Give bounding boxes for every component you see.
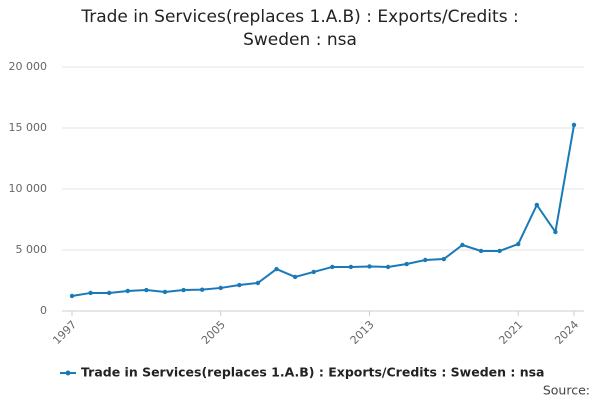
point — [274, 266, 279, 272]
point — [144, 287, 149, 293]
point — [162, 289, 168, 295]
chart-title: Trade in Services(replaces 1.A.B) : Expo… — [81, 7, 519, 50]
point — [330, 264, 335, 270]
point — [460, 242, 465, 248]
point — [516, 241, 521, 247]
x-tick-label: 2005 — [199, 318, 228, 347]
point — [199, 287, 205, 292]
point — [385, 264, 391, 270]
point — [218, 285, 223, 291]
point — [181, 287, 186, 293]
point — [553, 229, 558, 235]
line — [71, 124, 575, 297]
point — [367, 264, 372, 269]
point — [69, 293, 75, 299]
point — [106, 290, 112, 296]
legend-marker — [65, 370, 71, 376]
point — [255, 280, 261, 286]
point — [311, 269, 316, 275]
y-tick-label: 5 000 — [16, 243, 48, 256]
point — [423, 257, 428, 263]
y-tick-label: 15 000 — [9, 121, 48, 134]
point — [404, 261, 409, 267]
point — [534, 202, 540, 208]
point — [497, 248, 502, 254]
point — [237, 282, 242, 288]
point — [292, 274, 298, 280]
y-tick-label: 10 000 — [9, 182, 48, 195]
y-tick-label: 0 — [40, 304, 47, 317]
source: Source: — [543, 383, 590, 398]
point — [571, 122, 577, 128]
point — [441, 256, 447, 262]
x-tick-label: 2024 — [552, 318, 581, 347]
x-tick-label: 1997 — [50, 318, 79, 347]
point — [348, 264, 354, 270]
point — [125, 288, 130, 294]
point — [88, 290, 93, 296]
legend-label: Trade in Services(replaces 1.A.B) : Expo… — [81, 365, 545, 380]
y-tick-label: 20 000 — [9, 60, 48, 73]
x-tick-label: 2013 — [348, 318, 377, 347]
x-tick-label: 2021 — [496, 318, 525, 347]
point — [478, 248, 484, 254]
